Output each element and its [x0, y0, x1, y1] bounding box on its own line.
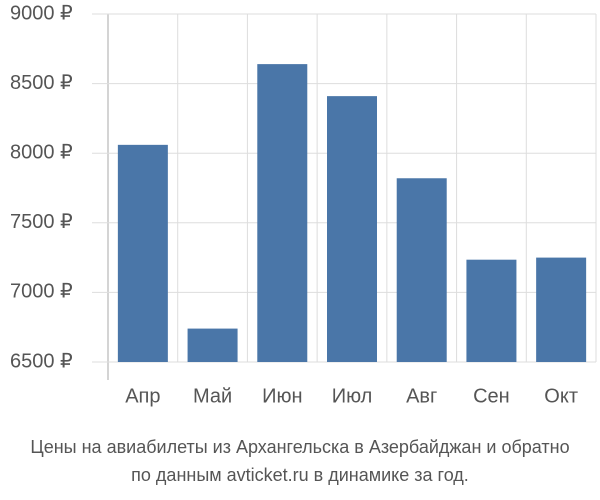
x-tick-label: Апр	[125, 385, 160, 407]
y-tick-label: 7000 ₽	[10, 281, 73, 303]
x-tick-label: Авг	[406, 385, 437, 407]
chart-title: Цены на авиабилеты из Архангельска в Азе…	[30, 437, 569, 457]
bar	[257, 64, 308, 362]
bar	[327, 96, 377, 363]
x-tick-label: Сен	[473, 385, 510, 407]
x-tick-label: Май	[193, 385, 232, 407]
y-tick-label: 9000 ₽	[10, 2, 73, 24]
x-tick-label: Июн	[262, 385, 302, 407]
y-tick-label: 6500 ₽	[10, 350, 73, 372]
x-tick-label: Июл	[332, 385, 373, 407]
y-tick-label: 8000 ₽	[10, 141, 73, 163]
bar	[117, 144, 168, 362]
bar	[466, 259, 517, 362]
y-tick-label: 8500 ₽	[10, 72, 73, 94]
bar	[536, 257, 587, 362]
x-tick-label: Окт	[544, 385, 578, 407]
y-tick-label: 7500 ₽	[10, 211, 73, 233]
bar	[396, 178, 447, 362]
chart-subtitle: по данным avticket.ru в динамике за год.	[131, 465, 469, 485]
bar	[187, 328, 238, 362]
